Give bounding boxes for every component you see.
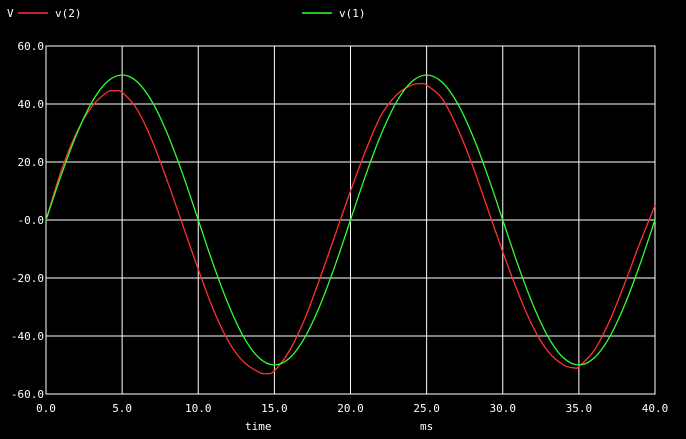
- x-tick-label: 25.0: [413, 402, 440, 415]
- legend-label: v(2): [55, 7, 82, 20]
- y-tick-label: -40.0: [11, 330, 44, 343]
- y-tick-label: -0.0: [18, 214, 45, 227]
- x-tick-label: 15.0: [261, 402, 288, 415]
- x-axis-label: time: [245, 420, 272, 433]
- x-tick-label: 35.0: [566, 402, 593, 415]
- y-tick-labels: 60.0 40.0 20.0 -0.0 -20.0 -40.0 -60.0: [11, 40, 44, 401]
- series-line-v1: [45, 74, 656, 366]
- legend-label: v(1): [339, 7, 366, 20]
- y-tick-label: 60.0: [18, 40, 45, 53]
- series-line-v2: [45, 82, 656, 375]
- x-tick-label: 30.0: [490, 402, 517, 415]
- x-tick-label: 20.0: [337, 402, 364, 415]
- x-tick-labels: 0.0 5.0 10.0 15.0 20.0 25.0 30.0 35.0 40.0: [36, 402, 668, 415]
- y-tick-label: 20.0: [18, 156, 45, 169]
- y-axis-unit-label: V: [7, 7, 14, 20]
- y-tick-label: 40.0: [18, 98, 45, 111]
- series-group: [45, 74, 656, 375]
- x-tick-label: 0.0: [36, 402, 56, 415]
- legend: v(2) v(1): [18, 7, 366, 20]
- x-axis-unit-label: ms: [420, 420, 433, 433]
- x-tick-label: 5.0: [112, 402, 132, 415]
- y-tick-label: -60.0: [11, 388, 44, 401]
- y-tick-label: -20.0: [11, 272, 44, 285]
- x-tick-label: 40.0: [642, 402, 669, 415]
- x-tick-label: 10.0: [185, 402, 212, 415]
